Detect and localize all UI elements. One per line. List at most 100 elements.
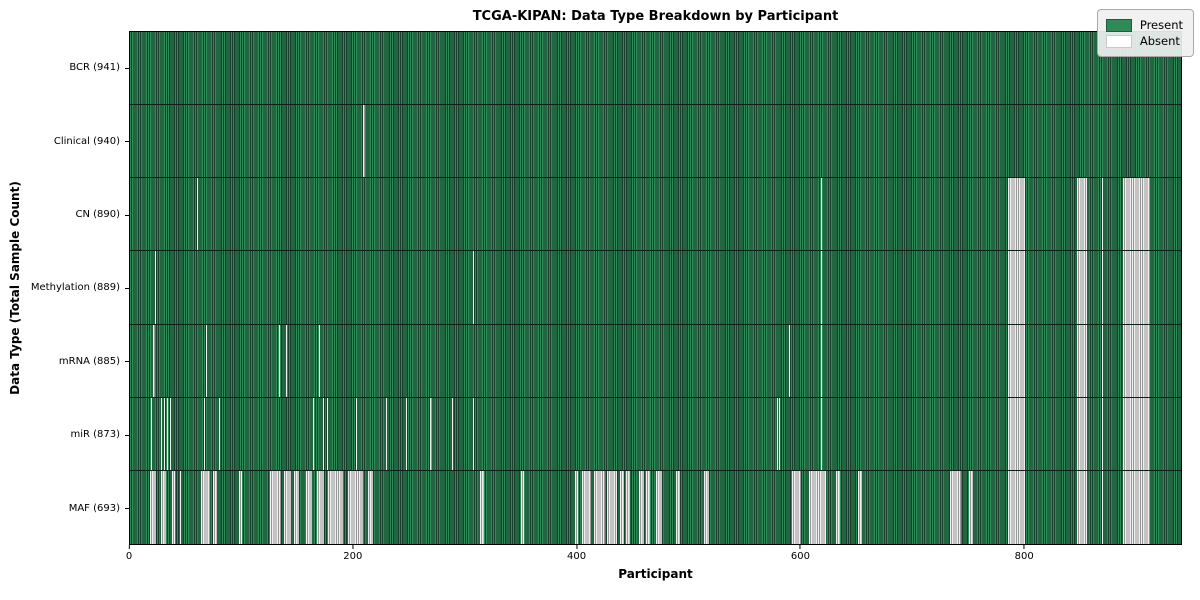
absent-stripe — [704, 470, 709, 544]
absent-stripe — [625, 470, 631, 544]
absent-stripe — [821, 251, 823, 324]
absent-stripe — [363, 105, 365, 178]
absent-stripe — [582, 470, 592, 544]
absent-stripe — [385, 397, 387, 470]
absent-stripe — [151, 397, 153, 470]
row-CN — [130, 178, 1181, 252]
y-tick-mRNA: mRNA (885) — [0, 325, 129, 398]
absent-stripe — [323, 397, 325, 470]
y-axis: BCR (941) Clinical (940) CN (890) Methylati… — [0, 31, 129, 545]
absent-stripe — [1007, 470, 1025, 544]
y-tick-Clinical: Clinical (940) — [0, 104, 129, 177]
legend-entry-present: Present — [1105, 18, 1183, 32]
absent-stripe — [201, 470, 211, 544]
absent-stripe — [1077, 251, 1088, 324]
absent-stripe — [1101, 178, 1103, 251]
x-tick-mark — [576, 545, 578, 549]
absent-stripe — [1101, 251, 1103, 324]
absent-stripe — [313, 397, 315, 470]
y-tick-MAF: MAF (693) — [0, 472, 129, 545]
x-tick-mark — [352, 545, 354, 549]
absent-stripe — [1007, 324, 1025, 397]
absent-stripe — [172, 470, 175, 544]
absent-stripe — [968, 470, 974, 544]
absent-stripe — [355, 397, 357, 470]
absent-stripe — [1101, 397, 1103, 470]
absent-stripe — [294, 470, 299, 544]
absent-stripe — [821, 178, 823, 251]
absent-stripe — [150, 470, 156, 544]
x-tick-mark — [1023, 545, 1025, 549]
absent-stripe — [326, 397, 328, 470]
absent-stripe — [278, 324, 280, 397]
absent-stripe — [1101, 324, 1103, 397]
y-tick-label: CN (890) — [75, 209, 120, 221]
x-tick-mark — [799, 545, 801, 549]
absent-stripe — [639, 470, 644, 544]
absent-stripe — [776, 397, 778, 470]
absent-stripe — [451, 397, 453, 470]
absent-stripe — [792, 470, 802, 544]
absent-stripe — [858, 470, 862, 544]
absent-stripe — [161, 397, 163, 470]
absent-stripe — [203, 397, 205, 470]
absent-stripe — [166, 397, 168, 470]
absent-stripe — [269, 470, 281, 544]
absent-stripe — [472, 397, 474, 470]
legend-present-label: Present — [1139, 18, 1183, 32]
absent-stripe — [316, 470, 325, 544]
absent-stripe — [212, 470, 218, 544]
absent-stripe — [606, 470, 617, 544]
absent-stripe — [821, 397, 823, 470]
row-BCR — [130, 32, 1181, 106]
chart-title: TCGA-KIPAN: Data Type Breakdown by Parti… — [472, 9, 839, 24]
absent-stripe — [1122, 251, 1150, 324]
absent-stripe — [367, 470, 374, 544]
absent-stripe — [318, 324, 320, 397]
legend-absent-label: Absent — [1139, 34, 1180, 48]
absent-stripe — [153, 324, 155, 397]
absent-stripe — [1007, 397, 1025, 470]
absent-stripe — [197, 178, 199, 251]
x-axis: 0 200 400 600 800 — [126, 545, 1182, 567]
absent-stripe — [239, 470, 242, 544]
absent-stripe — [286, 324, 288, 397]
absent-stripe — [472, 251, 474, 324]
y-tick-label: mRNA (885) — [58, 355, 120, 367]
x-tick-600: 600 — [791, 545, 810, 562]
absent-stripe — [821, 324, 823, 397]
absent-stripe — [676, 470, 680, 544]
absent-stripe — [788, 324, 791, 397]
x-tick-label: 600 — [790, 551, 810, 562]
row-MAF — [130, 470, 1181, 544]
absent-stripe — [327, 470, 344, 544]
absent-stripe — [205, 324, 208, 397]
y-tick-CN: CN (890) — [0, 178, 129, 251]
absent-stripe — [1122, 470, 1150, 544]
legend-entry-absent: Absent — [1105, 34, 1183, 48]
y-tick-BCR: BCR (941) — [0, 31, 129, 104]
y-tick-label: MAF (693) — [68, 502, 120, 514]
x-tick-label: 800 — [1014, 551, 1034, 562]
x-tick-800: 800 — [1015, 545, 1034, 562]
absent-stripe — [574, 470, 578, 544]
x-axis-label: Participant — [618, 567, 693, 581]
absent-stripe — [620, 470, 624, 544]
y-tick-label: Clinical (940) — [53, 135, 120, 147]
absent-stripe — [479, 470, 485, 544]
y-tick-miR: miR (873) — [0, 398, 129, 471]
absent-stripe — [809, 470, 826, 544]
legend: Present Absent — [1096, 9, 1194, 57]
absent-stripe — [593, 470, 605, 544]
absent-stripe — [949, 470, 961, 544]
x-tick-label: 200 — [343, 551, 363, 562]
y-tick-label: Methylation (889) — [30, 282, 120, 294]
x-tick-0: 0 — [126, 545, 132, 562]
absent-stripe — [347, 470, 364, 544]
absent-stripe — [163, 397, 165, 470]
absent-stripe — [1007, 251, 1025, 324]
absent-stripe — [306, 470, 313, 544]
x-tick-400: 400 — [567, 545, 586, 562]
absent-stripe — [154, 251, 156, 324]
